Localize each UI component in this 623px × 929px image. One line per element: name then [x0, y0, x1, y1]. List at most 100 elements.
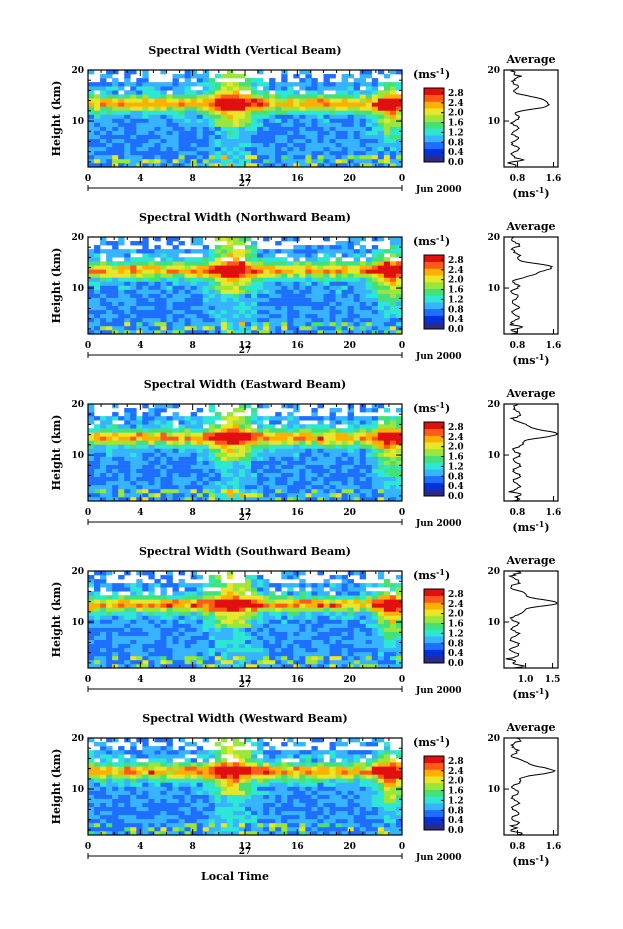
- heatmap-cell: [148, 134, 155, 140]
- heatmap-cell: [136, 162, 143, 168]
- heatmap-cell: [136, 317, 143, 323]
- heatmap-cell: [377, 273, 385, 278]
- heatmap-cell: [269, 428, 276, 433]
- heatmap-cell: [341, 78, 348, 83]
- heatmap-cell: [196, 647, 204, 653]
- heatmap-cell: [142, 488, 149, 494]
- heatmap-cell: [154, 635, 161, 641]
- heatmap-cell: [341, 579, 348, 584]
- heatmap-cell: [275, 647, 282, 653]
- heatmap-cell: [323, 158, 330, 164]
- colorbar-swatch: [424, 255, 444, 263]
- heatmap-cell: [245, 428, 252, 433]
- heatmap-cell: [341, 492, 348, 498]
- heatmap-cell: [347, 237, 354, 242]
- heatmap-cell: [184, 289, 191, 294]
- heatmap-cell: [263, 94, 270, 99]
- heatmap-cell: [208, 102, 216, 107]
- colorbar-tick-label: 2.8: [448, 89, 464, 99]
- heatmap-cell: [377, 285, 385, 290]
- heatmap-cell: [226, 106, 234, 111]
- heatmap-cell: [214, 122, 222, 127]
- heatmap-cell: [136, 138, 143, 144]
- heatmap-cell: [341, 420, 348, 425]
- heatmap-cell: [226, 94, 234, 99]
- heatmap-cell: [238, 273, 246, 278]
- heatmap-cell: [136, 631, 143, 636]
- heatmap-cell: [341, 273, 348, 278]
- heatmap-cell: [136, 476, 143, 482]
- heatmap-cell: [323, 639, 330, 645]
- heatmap-cell: [94, 484, 101, 490]
- heatmap-cell: [395, 492, 403, 498]
- heatmap-cell: [106, 448, 113, 453]
- heatmap-cell: [263, 261, 270, 266]
- heatmap-cell: [251, 663, 258, 669]
- heatmap-cell: [311, 325, 318, 331]
- heatmap-cell: [317, 269, 324, 274]
- heatmap-cell: [142, 476, 149, 482]
- heatmap-cell: [341, 452, 348, 457]
- heatmap-cell: [172, 619, 179, 624]
- heatmap-cell: [317, 436, 324, 441]
- heatmap-cell: [226, 245, 234, 250]
- heatmap-cell: [184, 615, 191, 620]
- heatmap-cell: [311, 432, 318, 437]
- heatmap-cell: [118, 448, 125, 453]
- heatmap-cell: [124, 456, 131, 461]
- heatmap-cell: [166, 257, 173, 262]
- heatmap-cell: [389, 468, 397, 474]
- heatmap-cell: [395, 158, 403, 164]
- heatmap-cell: [202, 468, 210, 474]
- heatmap-cell: [323, 611, 330, 616]
- heatmap-cell: [365, 492, 373, 498]
- heatmap-cell: [124, 476, 131, 482]
- heatmap-cell: [100, 114, 107, 119]
- heatmap-cell: [353, 424, 361, 429]
- heatmap-cell: [160, 655, 167, 661]
- heatmap-cell: [142, 631, 149, 636]
- heatmap-cell: [124, 277, 131, 282]
- heatmap-cell: [190, 428, 197, 433]
- heatmap-cell: [172, 448, 179, 453]
- heatmap-cell: [359, 460, 367, 465]
- heatmap-cell: [389, 285, 397, 290]
- heatmap-cell: [226, 440, 234, 445]
- colorbar-tick-label: 2.8: [448, 423, 464, 433]
- heatmap-cell: [353, 416, 361, 421]
- heatmap-cell: [136, 587, 143, 592]
- heatmap-cell: [317, 591, 324, 596]
- heatmap-cell: [142, 146, 149, 152]
- heatmap-cell: [323, 106, 330, 111]
- heatmap-cell: [202, 245, 210, 250]
- heatmap-cell: [323, 647, 330, 653]
- heatmap-cell: [317, 464, 324, 469]
- heatmap-cell: [371, 639, 379, 645]
- heatmap-cell: [377, 305, 385, 311]
- y-tick-label: 10: [71, 117, 84, 127]
- heatmap-cell: [275, 615, 282, 620]
- heatmap-cell: [172, 293, 179, 298]
- heatmap-cell: [220, 619, 228, 624]
- heatmap-cell: [371, 122, 379, 127]
- heatmap-cell: [94, 599, 101, 604]
- heatmap-cell: [94, 476, 101, 482]
- heatmap-cell: [275, 659, 282, 665]
- heatmap-cell: [293, 472, 300, 478]
- heatmap-cell: [335, 611, 342, 616]
- heatmap-cell: [251, 631, 258, 636]
- heatmap-cell: [257, 261, 264, 266]
- heatmap-cell: [329, 118, 336, 123]
- heatmap-cell: [269, 158, 276, 164]
- heatmap-cell: [335, 663, 342, 669]
- heatmap-cell: [353, 464, 361, 469]
- heatmap-cell: [347, 408, 354, 413]
- heatmap-cell: [220, 122, 228, 127]
- heatmap-cell: [377, 496, 385, 502]
- heatmap-cell: [190, 106, 197, 111]
- heatmap-cell: [311, 257, 318, 262]
- heatmap-cell: [148, 110, 155, 115]
- heatmap-cell: [293, 313, 300, 319]
- heatmap-cell: [196, 138, 204, 144]
- heatmap-cell: [220, 317, 228, 323]
